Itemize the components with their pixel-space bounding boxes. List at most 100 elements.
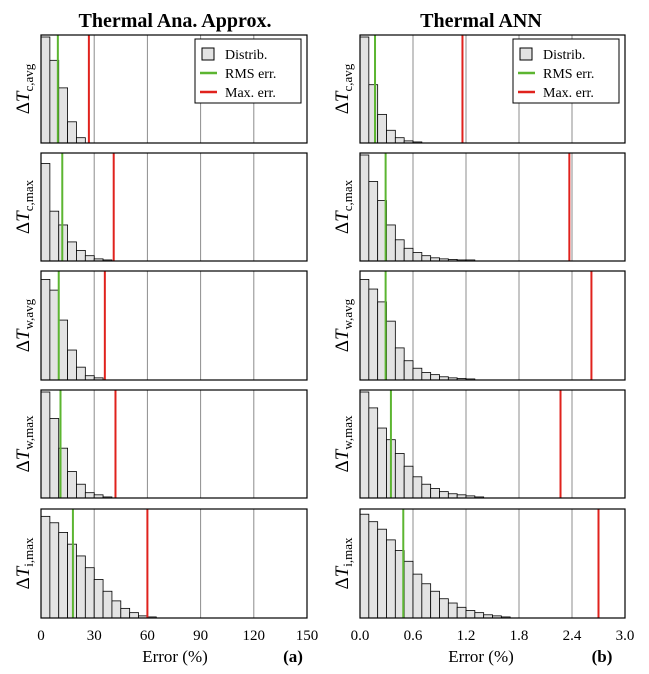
histogram-bar: [430, 488, 440, 499]
plot-frame: [40, 152, 308, 262]
histogram-bar: [394, 347, 405, 381]
x-tick-label: 0: [37, 628, 45, 644]
y-axis-label: ΔTc,avg: [13, 63, 36, 114]
ylabel-variable: T: [332, 565, 353, 577]
histogram-bar: [67, 471, 77, 499]
histogram-bar: [49, 289, 60, 381]
histogram-bar: [76, 483, 86, 499]
histogram-bar: [359, 391, 370, 499]
plot-frame: [359, 389, 626, 499]
xlabel-b: Error (%): [448, 647, 514, 666]
histogram-bar: [84, 375, 95, 381]
histogram-bar: [368, 407, 379, 499]
histogram-bar: [447, 602, 458, 619]
ylabel-delta: Δ: [13, 577, 34, 589]
ylabel-delta: Δ: [332, 340, 353, 352]
legend-swatch-distrib: [519, 47, 533, 61]
ylabel-subscript: c,avg: [21, 63, 36, 91]
ylabel-subscript: i,max: [340, 537, 355, 567]
x-tick-label: 90: [193, 628, 208, 644]
ylabel-variable: T: [13, 90, 34, 102]
ylabel-subscript: w,max: [21, 415, 36, 450]
plot-frame: [359, 270, 626, 381]
x-tick-label: 0.6: [404, 628, 423, 644]
plot-frame: [359, 34, 626, 144]
y-axis-label: ΔTw,max: [13, 415, 36, 472]
histogram-bar: [84, 567, 95, 619]
histogram-bar: [120, 607, 131, 619]
x-tick-label: 1.8: [510, 628, 529, 644]
histogram-bar: [111, 600, 122, 619]
y-axis-label: ΔTc,max: [332, 179, 355, 234]
histogram-bar: [421, 255, 432, 262]
histogram-bar: [58, 532, 69, 619]
histogram-bar: [403, 465, 414, 499]
ylabel-delta: Δ: [13, 340, 34, 352]
plot-frame: [359, 152, 626, 262]
ylabel-delta: Δ: [13, 222, 34, 234]
ylabel-subscript: i,max: [21, 537, 36, 567]
histogram-bar: [359, 154, 370, 262]
histogram-bar: [447, 493, 458, 499]
histogram-bar: [67, 349, 77, 381]
y-axis-label: ΔTw,avg: [332, 298, 355, 352]
legend-swatch-distrib: [201, 47, 215, 61]
histogram-bar: [386, 539, 396, 619]
histogram-bar: [386, 224, 396, 262]
ylabel-delta: Δ: [13, 102, 34, 114]
ylabel-subscript: c,max: [21, 179, 36, 211]
x-tick-label: 2.4: [563, 628, 582, 644]
histogram-bar: [368, 84, 379, 144]
plot-frame: [40, 34, 308, 144]
histogram-bar: [430, 374, 440, 381]
legend-label: Distrib.: [225, 48, 267, 63]
histogram-bar: [67, 241, 77, 262]
histogram-bar: [359, 513, 370, 619]
ylabel-variable: T: [332, 90, 353, 102]
histogram-bar: [40, 515, 51, 619]
histogram-bar: [394, 137, 405, 144]
ylabel-variable: T: [13, 448, 34, 460]
histogram-bar: [40, 36, 51, 144]
ylabel-subscript: w,avg: [21, 298, 36, 329]
histogram-bar: [40, 391, 51, 499]
y-axis-label: ΔTi,max: [13, 537, 36, 590]
histogram-bar: [456, 606, 467, 619]
ylabel-variable: T: [332, 448, 353, 460]
ylabel-subscript: c,avg: [340, 63, 355, 91]
plot-frame: [359, 508, 626, 619]
histogram-bar: [49, 210, 60, 262]
histogram-bar: [439, 491, 449, 499]
histogram-bar: [377, 528, 387, 619]
histogram-bar: [40, 279, 51, 381]
ylabel-variable: T: [332, 210, 353, 222]
y-axis-label: ΔTc,max: [13, 179, 36, 234]
histogram-bar: [421, 583, 432, 619]
histogram-bar: [359, 279, 370, 381]
histogram-bar: [40, 163, 51, 262]
ylabel-delta: Δ: [332, 577, 353, 589]
ylabel-variable: T: [332, 328, 353, 340]
histogram-bar: [412, 367, 423, 381]
histogram-bar: [377, 427, 387, 499]
histogram-bar: [412, 252, 423, 262]
histogram-bar: [368, 288, 379, 381]
xlabel-a: Error (%): [142, 647, 208, 666]
x-tick-label: 30: [87, 628, 102, 644]
histogram-bar: [129, 612, 139, 619]
y-axis-label: ΔTi,max: [332, 537, 355, 590]
ylabel-delta: Δ: [332, 102, 353, 114]
panel-tag-b: (b): [592, 647, 613, 666]
histogram-bar: [84, 492, 95, 499]
ylabel-delta: Δ: [13, 460, 34, 472]
histogram-bar: [465, 610, 476, 619]
ylabel-variable: T: [13, 565, 34, 577]
plot-frame: [40, 389, 308, 499]
histogram-bar: [430, 590, 440, 619]
x-tick-label: 120: [243, 628, 266, 644]
histogram-bar: [76, 555, 86, 619]
ylabel-variable: T: [13, 328, 34, 340]
ylabel-delta: Δ: [332, 222, 353, 234]
ylabel-subscript: c,max: [340, 179, 355, 211]
legend-label: RMS err.: [225, 67, 276, 82]
